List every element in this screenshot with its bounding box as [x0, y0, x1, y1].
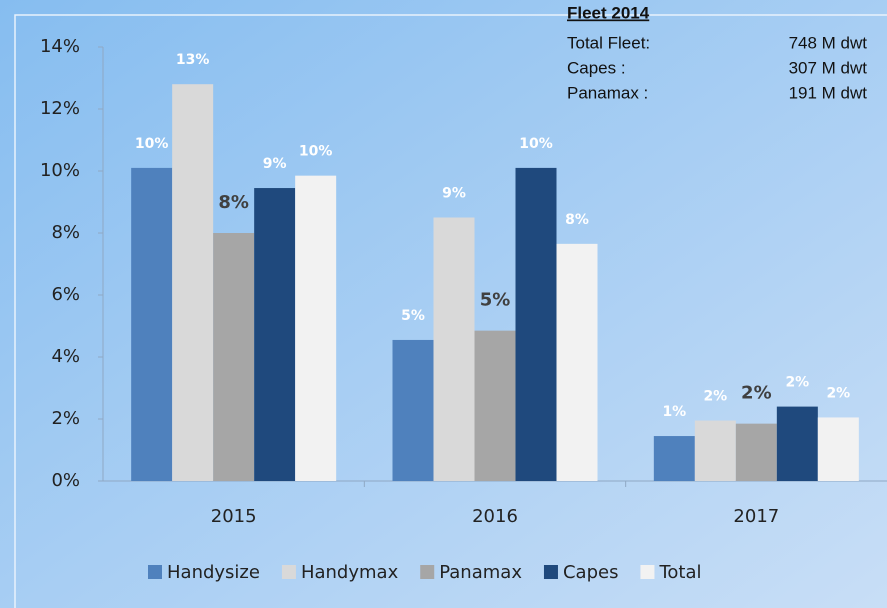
legend-swatch	[281, 565, 296, 579]
annotation-value: 748 M dwt	[789, 33, 868, 52]
annotation-value: 307 M dwt	[789, 58, 868, 77]
value-label: 9%	[442, 186, 466, 202]
bar	[653, 436, 695, 481]
x-tick-label: 2016	[472, 506, 518, 527]
value-label: 8%	[218, 192, 249, 213]
annotation-title: Fleet 2014	[567, 3, 650, 22]
x-tick-label: 2015	[211, 506, 257, 527]
y-tick-label: 8%	[51, 222, 80, 243]
annotation-label: Total Fleet:	[567, 33, 650, 52]
legend-label: Capes	[563, 562, 618, 583]
bar	[817, 417, 859, 481]
legend-swatch	[543, 565, 558, 579]
y-tick-label: 14%	[40, 36, 80, 57]
bar	[295, 175, 337, 481]
bar	[515, 167, 557, 481]
value-label: 10%	[135, 136, 169, 152]
value-label: 10%	[519, 136, 553, 152]
bar	[694, 420, 736, 481]
bar	[172, 84, 214, 481]
y-tick-label: 12%	[40, 98, 80, 119]
legend-label: Handymax	[301, 562, 399, 583]
bar	[433, 217, 475, 481]
value-label: 2%	[741, 383, 772, 404]
frame	[14, 14, 887, 608]
value-label: 8%	[565, 212, 589, 228]
annotation-label: Panamax :	[567, 83, 648, 102]
value-label: 2%	[703, 389, 727, 405]
y-tick-label: 10%	[40, 160, 80, 181]
y-tick-label: 4%	[51, 346, 80, 367]
legend-swatch	[420, 565, 435, 579]
value-label: 9%	[263, 156, 287, 172]
value-label: 13%	[176, 52, 210, 68]
legend-label: Panamax	[439, 562, 522, 583]
x-tick-label: 2017	[733, 506, 779, 527]
annotation-label: Capes :	[567, 58, 626, 77]
bar	[392, 339, 434, 481]
legend-swatch	[148, 565, 162, 579]
legend-label: Handysize	[167, 562, 260, 583]
y-tick-label: 2%	[51, 408, 80, 429]
legend-label: Total	[658, 562, 701, 583]
value-label: 10%	[299, 144, 333, 160]
bar	[556, 243, 598, 481]
value-label: 5%	[480, 290, 511, 311]
bar	[776, 406, 818, 481]
bar	[254, 188, 296, 482]
value-label: 2%	[785, 375, 809, 391]
y-tick-label: 0%	[51, 470, 80, 491]
legend-swatch	[640, 565, 655, 579]
bar	[474, 330, 516, 481]
bar	[735, 423, 777, 481]
y-tick-label: 6%	[51, 284, 80, 305]
bar	[213, 233, 255, 481]
annotation-value: 191 M dwt	[789, 83, 868, 102]
value-label: 2%	[826, 385, 850, 401]
value-label: 5%	[401, 308, 425, 324]
value-label: 1%	[662, 404, 686, 420]
bar	[131, 167, 173, 481]
